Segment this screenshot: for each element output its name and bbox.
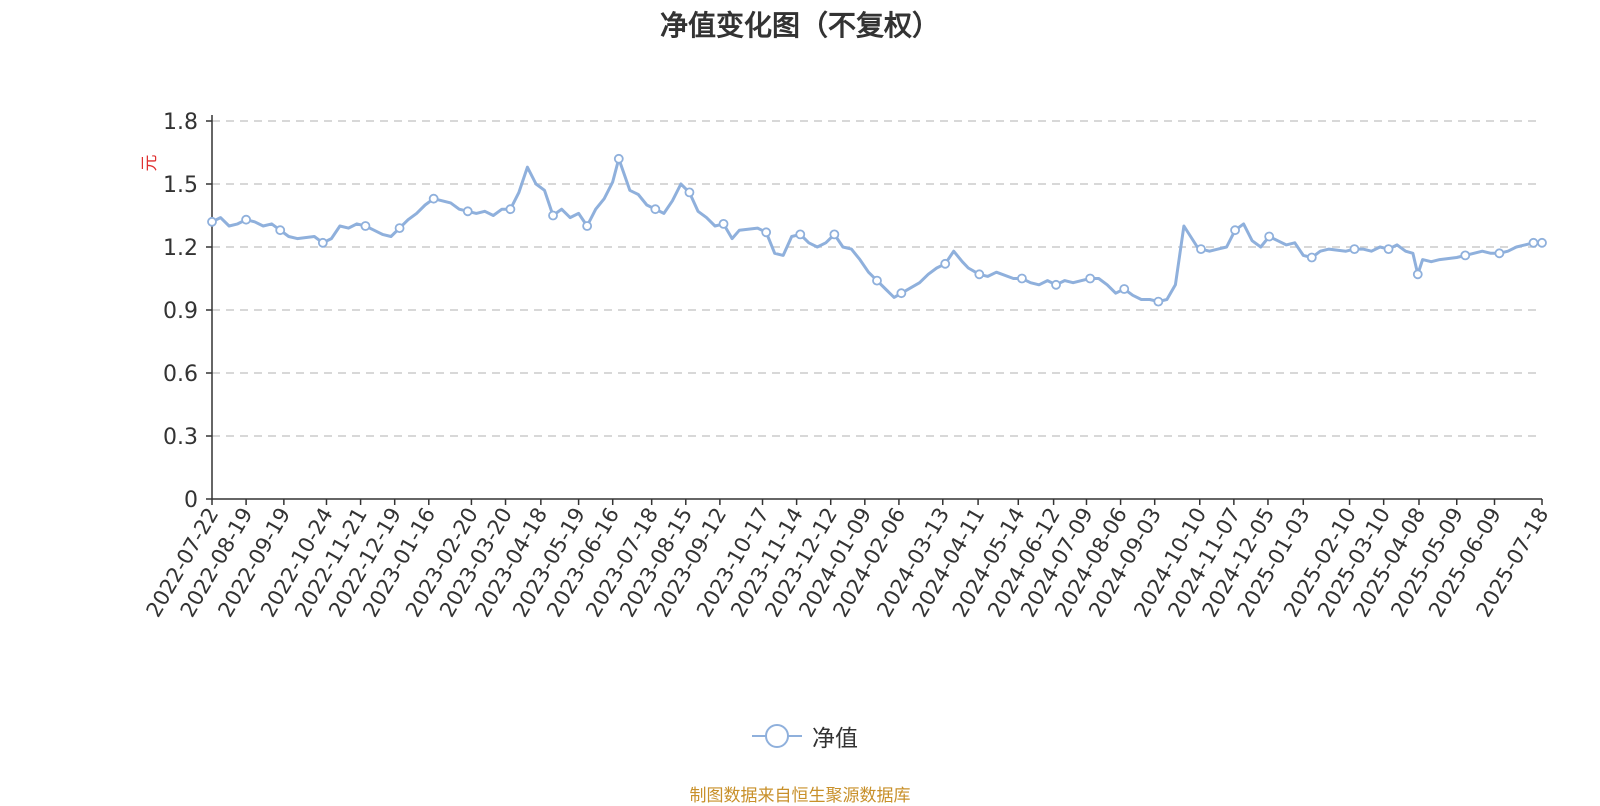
data-point[interactable] [1196, 244, 1206, 255]
data-point[interactable] [1017, 273, 1027, 284]
data-point[interactable] [795, 229, 806, 240]
chart-title: 净值变化图（不复权） [659, 9, 940, 42]
data-point[interactable] [548, 210, 558, 221]
data-point[interactable] [394, 223, 405, 234]
data-point[interactable] [241, 214, 252, 225]
data-point[interactable] [505, 204, 516, 215]
y-tick-label: 1.2 [163, 236, 198, 261]
data-point[interactable] [1412, 269, 1423, 280]
data-point[interactable] [582, 221, 593, 231]
data-point[interactable] [1460, 250, 1471, 261]
y-tick-label: 0.9 [163, 299, 198, 324]
data-point[interactable] [718, 218, 729, 229]
data-point[interactable] [1349, 244, 1360, 255]
y-tick-label: 1.5 [163, 173, 198, 198]
data-point[interactable] [613, 153, 624, 164]
data-point[interactable] [1383, 244, 1394, 255]
y-tick-label: 0.3 [163, 425, 198, 450]
data-point[interactable] [896, 288, 907, 299]
data-point[interactable] [1528, 237, 1539, 248]
data-point[interactable] [428, 193, 439, 204]
data-point[interactable] [1051, 279, 1061, 290]
y-tick-label: 0 [184, 488, 198, 513]
data-point[interactable] [1119, 284, 1130, 294]
data-point[interactable] [1494, 248, 1505, 259]
axes [206, 115, 1543, 505]
data-point[interactable] [974, 269, 985, 280]
data-point[interactable] [1306, 252, 1317, 263]
data-point[interactable] [650, 204, 661, 215]
data-point[interactable] [360, 221, 371, 231]
legend-line-marker-icon [752, 724, 802, 748]
data-point[interactable] [462, 206, 473, 217]
data-point[interactable] [1264, 231, 1275, 242]
data-point[interactable] [872, 275, 882, 286]
data-point[interactable] [275, 225, 286, 236]
legend[interactable]: 净值 [752, 722, 858, 752]
y-tick-label: 0.6 [163, 362, 198, 387]
data-point[interactable] [684, 187, 695, 198]
data-point[interactable] [207, 216, 217, 227]
y-axis-unit-label: 元 [140, 155, 160, 172]
y-tick-label: 1.8 [163, 110, 198, 135]
series-net-value [207, 153, 1547, 307]
data-point[interactable] [1153, 296, 1164, 307]
axis-labels: 00.30.60.91.21.51.8元2022-07-222022-08-19… [140, 110, 1553, 621]
source-note: 制图数据来自恒生聚源数据库 [689, 786, 911, 806]
legend-label: 净值 [812, 726, 858, 752]
grid-lines [212, 120, 1542, 437]
data-point[interactable] [761, 227, 772, 238]
data-point[interactable] [940, 258, 951, 269]
data-point[interactable] [317, 237, 328, 248]
data-point[interactable] [1085, 273, 1096, 284]
data-point[interactable] [829, 229, 840, 240]
data-point[interactable] [1537, 237, 1547, 248]
data-point[interactable] [1230, 225, 1240, 236]
